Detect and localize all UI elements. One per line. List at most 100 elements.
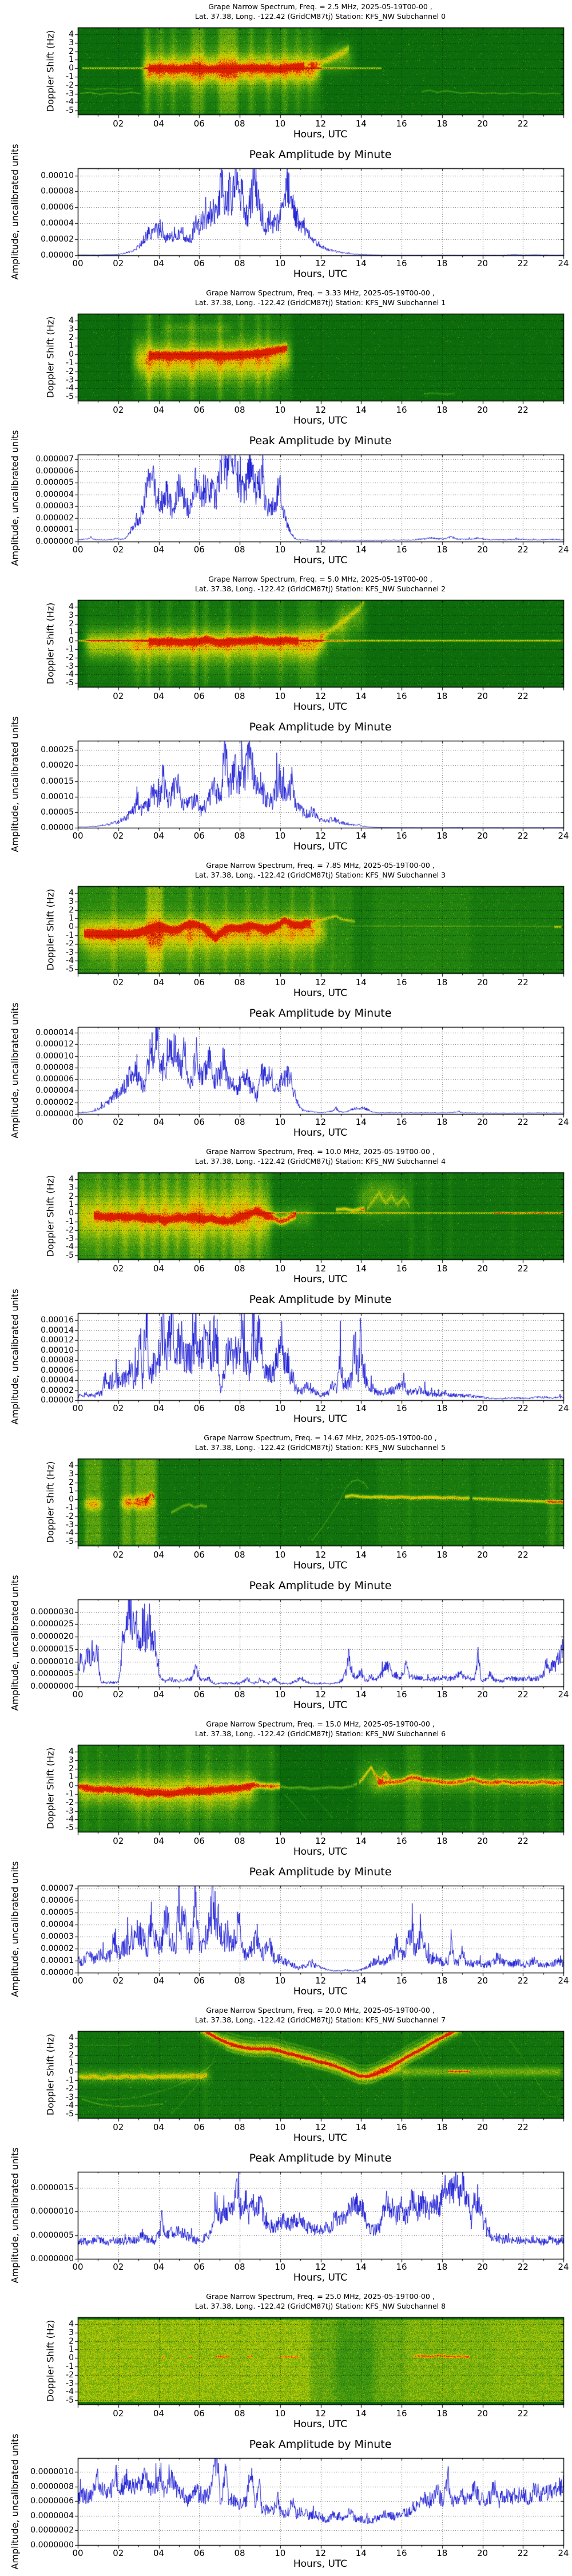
y-tick-label: -5 [66,392,74,402]
x-tick-label: 16 [396,258,407,268]
y-tick-label: -5 [66,106,74,116]
y-tick-label: 0.000002 [35,513,74,523]
x-tick-label: 24 [558,1976,569,1986]
x-tick-label: 04 [153,405,165,415]
x-tick-label: 10 [275,544,286,555]
x-tick-label: 10 [275,118,286,129]
spectrogram-title-line2: Lat. 37.38, Long. -122.42 (GridCM87tj) S… [194,1729,446,1738]
x-tick-label: 10 [275,405,286,415]
y-tick-label: 2 [69,46,74,56]
x-tick-label: 14 [355,1403,367,1413]
x-tick-label: 08 [234,1976,245,1986]
y-tick-label: 1 [69,1200,74,1210]
amplitude-plot-canvas [0,2433,572,2576]
y-tick-label: 1 [69,627,74,637]
doppler-axis-label: Doppler Shift (Hz) [45,316,56,398]
spectrogram-canvas [0,0,572,143]
peak-amplitude-block-5: Peak Amplitude by Minute 00 02 04 06 08 10 12 14… [0,1574,572,1717]
x-tick-label: 16 [396,2408,407,2419]
x-tick-label: 22 [517,2122,529,2132]
x-tick-label: 16 [396,691,407,701]
y-tick-label: -1 [66,2362,74,2371]
amplitude-plot-title: Peak Amplitude by Minute [249,1866,392,1878]
y-tick-label: 3 [69,2041,74,2051]
x-tick-label: 12 [315,1689,327,1700]
x-tick-label: 18 [436,2262,448,2272]
x-tick-label: 18 [436,1263,448,1274]
y-tick-label: -2 [66,1797,74,1807]
y-tick-label: -2 [66,1225,74,1235]
x-tick-label: 18 [436,1117,448,1127]
y-tick-label: -4 [66,956,74,966]
x-tick-label: 14 [355,2262,367,2272]
amplitude-axis-label: Amplitude, uncalibrated units [9,430,21,566]
y-tick-label: -3 [66,661,74,671]
y-tick-label: 0 [69,2067,74,2077]
x-tick-label: 00 [72,544,84,555]
x-tick-label: 02 [113,405,124,415]
x-tick-label: 04 [153,1263,165,1274]
x-tick-label: 16 [396,1689,407,1700]
y-tick-label: 0.000006 [35,1074,74,1084]
y-tick-label: 0 [69,1495,74,1504]
doppler-axis-label: Doppler Shift (Hz) [45,2320,56,2402]
y-tick-label: -1 [66,645,74,654]
x-tick-label: 06 [193,2408,205,2419]
x-tick-label: 04 [153,1689,165,1700]
y-tick-label: 4 [69,1747,74,1756]
peak-amplitude-block-7: Peak Amplitude by Minute 00 02 04 06 08 10 12 14… [0,2147,572,2290]
hours-axis-label: Hours, UTC [293,415,348,426]
x-tick-label: 10 [275,2408,286,2419]
peak-amplitude-block-3: Peak Amplitude by Minute 00 02 04 06 08 10 12 14… [0,1002,572,1145]
hours-axis-label: Hours, UTC [293,1700,348,1711]
x-tick-label: 00 [72,2262,84,2272]
y-tick-label: 0.0000010 [30,2467,74,2477]
y-tick-label: -1 [66,1789,74,1799]
y-tick-label: 0.00020 [41,761,74,771]
x-tick-label: 10 [275,1976,286,1986]
x-tick-label: 04 [153,691,165,701]
y-tick-label: 0.000006 [35,466,74,476]
x-tick-label: 04 [153,2408,165,2419]
y-tick-label: -3 [66,1234,74,1243]
y-tick-label: 0.00001 [41,1956,74,1966]
y-tick-label: 0.0000010 [30,2207,74,2217]
x-tick-label: 16 [396,1403,407,1413]
amplitude-plot-title: Peak Amplitude by Minute [249,1293,392,1306]
amplitude-axis-label: Amplitude, uncalibrated units [9,144,21,280]
x-tick-label: 22 [517,1836,529,1846]
y-tick-label: 0 [69,922,74,932]
y-tick-label: -4 [66,2387,74,2397]
x-tick-label: 06 [193,2262,205,2272]
y-tick-label: 3 [69,38,74,48]
x-tick-label: 18 [436,258,448,268]
amplitude-axis-label: Amplitude, uncalibrated units [9,1289,21,1425]
x-tick-label: 20 [476,1976,488,1986]
amplitude-plot-title: Peak Amplitude by Minute [249,434,392,447]
x-tick-label: 18 [436,691,448,701]
x-tick-label: 20 [476,2122,488,2132]
spectrogram-canvas [0,859,572,1002]
y-tick-label: 0.00016 [41,1315,74,1325]
y-tick-label: -2 [66,2370,74,2380]
y-tick-label: 2 [69,1764,74,1773]
x-tick-label: 20 [476,691,488,701]
x-tick-label: 16 [396,118,407,129]
x-tick-label: 22 [517,2262,529,2272]
y-tick-label: 0.00004 [41,219,74,228]
hours-axis-label: Hours, UTC [293,2132,348,2144]
x-tick-label: 06 [193,977,205,987]
x-tick-label: 24 [558,831,569,841]
x-tick-label: 02 [113,118,124,129]
x-tick-label: 22 [517,691,529,701]
x-tick-label: 20 [476,1403,488,1413]
y-tick-label: 0.00005 [41,807,74,817]
x-tick-label: 10 [275,831,286,841]
spectrogram-block-subchannel-2: Grape Narrow Spectrum, Freq. = 5.0 MHz, … [0,572,572,716]
peak-amplitude-block-0: Peak Amplitude by Minute 00 02 04 06 08 10 12 14… [0,143,572,286]
x-tick-label: 20 [476,2408,488,2419]
y-tick-label: 0.00002 [41,235,74,244]
x-tick-label: 24 [558,1403,569,1413]
hours-axis-label: Hours, UTC [293,268,348,280]
y-tick-label: 0.00002 [41,1944,74,1954]
